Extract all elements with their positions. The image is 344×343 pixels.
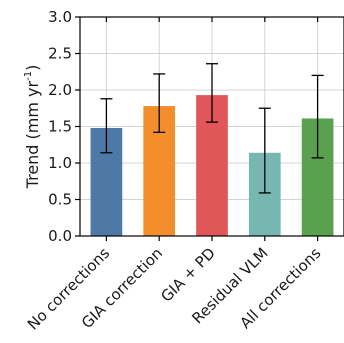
y-tick-label: 2.0 (48, 81, 72, 99)
bars (90, 95, 334, 236)
y-axis-label: Trend (mm yr-1) (23, 65, 42, 190)
y-axis-label-close: ) (23, 65, 42, 71)
y-axis-label-superscript: -1 (23, 71, 34, 81)
error-bars (100, 63, 324, 194)
y-tick-label: 1.0 (48, 154, 72, 172)
y-axis-label-main: Trend (mm yr (23, 80, 42, 189)
y-tick-label: 1.5 (48, 118, 72, 136)
y-axis-ticks: 0.0 0.5 1.0 1.5 2.0 2.5 3.0 (48, 8, 80, 245)
y-tick-label: 0.0 (48, 227, 72, 245)
y-tick-label: 3.0 (48, 8, 72, 26)
y-tick-label: 0.5 (48, 191, 72, 209)
y-tick-label: 2.5 (48, 45, 72, 63)
